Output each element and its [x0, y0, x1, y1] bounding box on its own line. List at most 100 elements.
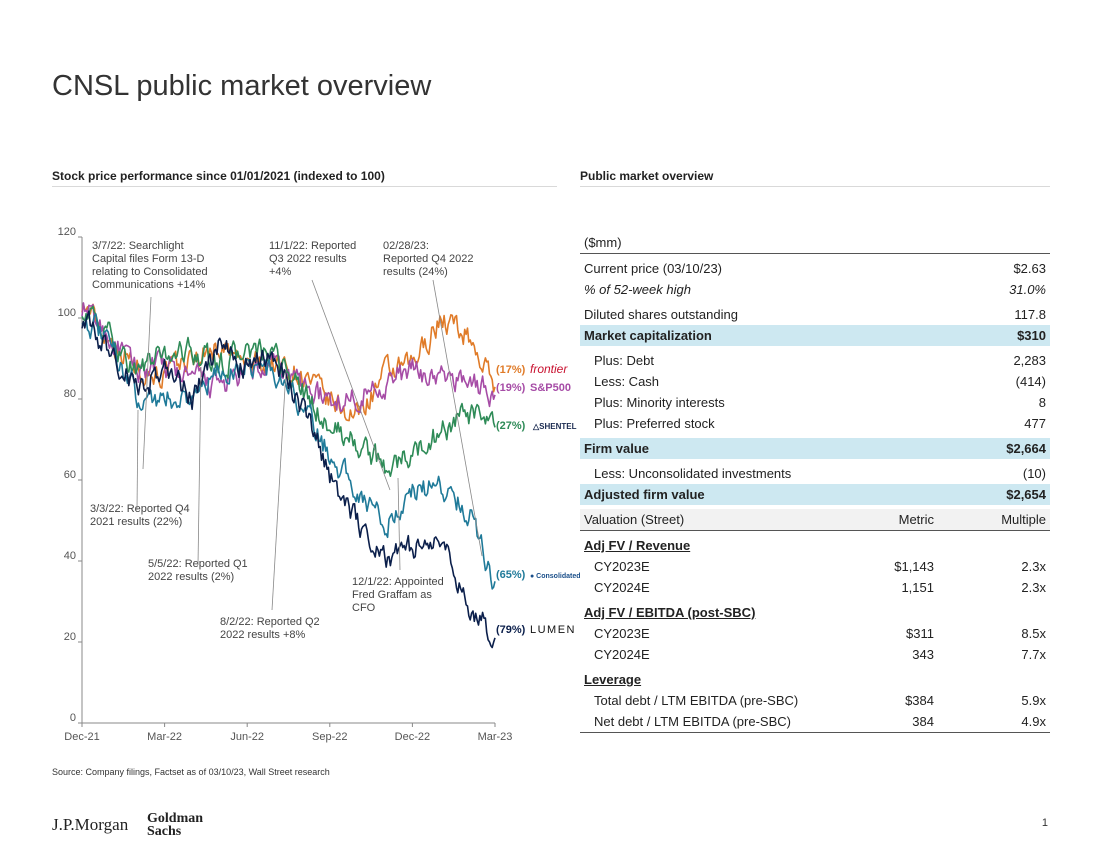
chart-annotation: 11/1/22: Reported Q3 2022 results +4%: [269, 240, 356, 278]
row-multiple: 8.5x: [1021, 626, 1046, 641]
annotation-line: 2022 results +8%: [220, 629, 306, 641]
row-diluted-shares: Diluted shares outstanding 117.8: [580, 304, 1050, 326]
annotation-line: Communications +14%: [92, 279, 206, 291]
series-end-label: (65%): [496, 569, 526, 581]
stock-performance-chart: 0 20 40 60 80 100 120 Dec-21 Mar-22 Jun-22 Sep-22 D…: [58, 226, 580, 743]
frontier-logo: frontier: [530, 362, 568, 376]
row-metric: $311: [906, 626, 934, 641]
row-multiple: 5.9x: [1021, 693, 1046, 708]
y-tick-label: 80: [64, 388, 76, 400]
x-tick-label: Dec-22: [395, 731, 430, 743]
row-label: CY2023E: [594, 559, 650, 574]
row-market-cap: Market capitalization $310: [580, 325, 1050, 346]
row-adjusted-firm-value: Adjusted firm value $2,654: [580, 484, 1050, 505]
annotation-line: CFO: [352, 602, 376, 614]
x-tick-label: Mar-22: [147, 731, 182, 743]
row-label: CY2024E: [594, 647, 650, 662]
row-value: (10): [1022, 466, 1046, 481]
series-line-consolidated: [81, 313, 496, 590]
annotation-leader: [142, 296, 152, 470]
annotation-line: Reported Q4 2022: [383, 253, 474, 265]
row-value: $310: [1017, 328, 1046, 343]
public-market-table: ($mm) Current price (03/10/23) $2.63 % o…: [580, 232, 1050, 733]
annotation-line: 2021 results (22%): [90, 516, 182, 528]
row-label: Less: Unconsolidated investments: [594, 466, 792, 481]
row-less-cash: Less: Cash (414): [580, 371, 1050, 392]
chart-annotation: 02/28/23: Reported Q4 2022 results (24%): [383, 240, 474, 278]
series-end-label: (19%): [496, 382, 526, 394]
group-title-leverage: Leverage: [580, 669, 1050, 690]
annotation-leader: [397, 477, 401, 571]
series-line-lumen: [81, 310, 496, 649]
row-metric: 1,151: [901, 580, 934, 595]
sp500-label: S&P500: [530, 382, 571, 394]
row-label: Market capitalization: [584, 328, 712, 343]
page-number: 1: [1041, 817, 1048, 829]
series-end-label: (27%): [496, 420, 526, 432]
x-tick-label: Dec-21: [64, 731, 99, 743]
annotation-leader: [136, 409, 139, 511]
annotation-line: 8/2/22: Reported Q2: [220, 616, 320, 628]
chart-section-rule: [52, 186, 557, 187]
row-52-week-high: % of 52-week high 31.0%: [580, 279, 1050, 300]
multiple-col-header: Multiple: [1001, 512, 1046, 527]
row-label: % of 52-week high: [584, 282, 691, 297]
row-label: Diluted shares outstanding: [584, 307, 738, 322]
row-label: Adjusted firm value: [584, 487, 705, 502]
valuation-row: Net debt / LTM EBITDA (pre-SBC) 384 4.9x: [580, 711, 1050, 733]
units-row: ($mm): [580, 232, 1050, 254]
y-tick-label: 100: [58, 307, 76, 319]
row-unconsolidated: Less: Unconsolidated investments (10): [580, 463, 1050, 484]
annotation-line: Fred Graffam as: [352, 589, 432, 601]
valuation-row: CY2024E 343 7.7x: [580, 644, 1050, 665]
annotation-leader: [197, 366, 202, 566]
gs-line1: Goldman: [147, 811, 204, 826]
group-title-ebitda: Adj FV / EBITDA (post-SBC): [580, 602, 1050, 623]
page-title: CNSL public market overview: [52, 70, 432, 102]
row-value: $2.63: [1013, 261, 1046, 276]
x-tick-label: Sep-22: [312, 731, 347, 743]
row-label: Current price (03/10/23): [584, 261, 723, 276]
x-tick-label: Mar-23: [478, 731, 513, 743]
row-multiple: 7.7x: [1021, 647, 1046, 662]
table-section-rule: [580, 186, 1050, 187]
row-label: Net debt / LTM EBITDA (pre-SBC): [594, 714, 791, 729]
y-tick-label: 0: [70, 712, 76, 724]
series-end-label: (17%): [496, 364, 526, 376]
annotation-line: 12/1/22: Appointed: [352, 576, 444, 588]
row-value: $2,664: [1006, 441, 1046, 456]
annotation-leader: [311, 279, 391, 491]
group-title: Leverage: [584, 672, 642, 687]
valuation-row: Total debt / LTM EBITDA (pre-SBC) $384 5…: [580, 690, 1050, 711]
row-metric: $384: [905, 693, 934, 708]
group-title: Adj FV / EBITDA (post-SBC): [584, 605, 756, 620]
valuation-row: CY2024E 1,151 2.3x: [580, 577, 1050, 598]
row-firm-value: Firm value $2,664: [580, 438, 1050, 459]
row-multiple: 2.3x: [1021, 580, 1046, 595]
row-label: Plus: Minority interests: [594, 395, 725, 410]
y-tick-label: 20: [64, 631, 76, 643]
series-line-s-p500: [81, 302, 496, 414]
row-plus-debt: Plus: Debt 2,283: [580, 350, 1050, 371]
row-label: CY2023E: [594, 626, 650, 641]
row-metric: 384: [912, 714, 934, 729]
series-end-label: (79%): [496, 624, 526, 636]
units-label: ($mm): [584, 235, 622, 250]
lumen-logo: LUMEN: [530, 624, 576, 636]
valuation-header-row: Valuation (Street) Metric Multiple: [580, 509, 1050, 531]
y-tick-label: 120: [58, 226, 76, 238]
annotation-leader: [271, 369, 287, 611]
x-tick-label: Jun-22: [230, 731, 264, 743]
annotation-line: 2022 results (2%): [148, 571, 234, 583]
chart-section-title: Stock price performance since 01/01/2021…: [52, 169, 385, 183]
shentel-logo: △SHENTEL: [532, 422, 577, 431]
chart-annotation: 3/7/22: Searchlight Capital files Form 13…: [92, 240, 208, 291]
annotation-line: 11/1/22: Reported: [269, 240, 356, 252]
row-value: 8: [1038, 395, 1046, 410]
chart-annotation: 8/2/22: Reported Q2 2022 results +8%: [220, 616, 320, 641]
row-preferred-stock: Plus: Preferred stock 477: [580, 413, 1050, 434]
group-title: Adj FV / Revenue: [584, 538, 691, 553]
annotation-line: 02/28/23:: [383, 240, 429, 252]
row-label: Plus: Debt: [594, 353, 654, 368]
metric-col-header: Metric: [898, 512, 934, 527]
